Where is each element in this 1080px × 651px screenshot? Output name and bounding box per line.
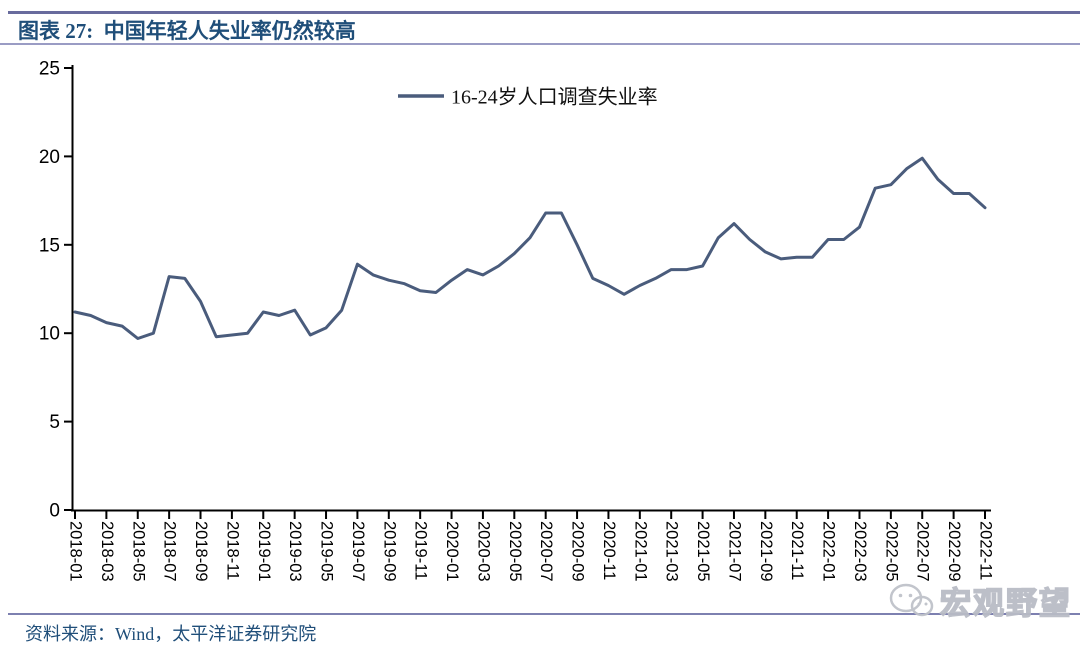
x-tick-label: 2019-01 bbox=[255, 521, 273, 582]
y-tick-label: 25 bbox=[39, 59, 60, 80]
legend: 16-24岁人口调查失业率 bbox=[398, 86, 658, 109]
x-tick-label: 2019-03 bbox=[286, 521, 304, 582]
x-tick-label: 2022-07 bbox=[914, 521, 932, 582]
x-tick-label: 2021-01 bbox=[631, 521, 649, 582]
x-tick-label: 2018-03 bbox=[98, 521, 116, 582]
top-divider bbox=[8, 11, 1080, 14]
x-tick-label: 2020-09 bbox=[569, 521, 587, 582]
x-axis: 2018-01 2018-03 2018-05 2018-07 2018-09 2018-… bbox=[67, 509, 995, 582]
x-tick-label: 2022-09 bbox=[945, 521, 963, 582]
watermark: 宏观野望 bbox=[888, 578, 1072, 623]
x-tick-label: 2020-07 bbox=[537, 521, 555, 582]
y-axis: 0 5 10 15 20 25 bbox=[39, 59, 74, 522]
x-tick-label: 2018-09 bbox=[192, 521, 210, 582]
x-tick-label: 2018-11 bbox=[223, 521, 241, 580]
x-tick-label: 2019-09 bbox=[380, 521, 398, 582]
x-tick-label: 2020-11 bbox=[600, 521, 618, 580]
x-tick-label: 2022-01 bbox=[820, 521, 838, 582]
x-tick-label: 2019-05 bbox=[318, 521, 336, 582]
title-divider bbox=[0, 43, 1080, 45]
footer-divider bbox=[8, 613, 1080, 615]
y-tick-label: 15 bbox=[39, 235, 60, 256]
watermark-text: 宏观野望 bbox=[939, 585, 1072, 622]
x-tick-label: 2019-11 bbox=[412, 521, 430, 580]
y-tick-label: 20 bbox=[39, 147, 60, 168]
x-tick-label: 2022-03 bbox=[851, 521, 869, 582]
x-tick-label: 2021-05 bbox=[694, 521, 712, 582]
x-tick-label: 2021-09 bbox=[757, 521, 775, 582]
unemployment-rate-line bbox=[73, 156, 987, 340]
x-tick-label: 2022-11 bbox=[977, 521, 995, 580]
x-tick-label: 2020-03 bbox=[474, 521, 492, 582]
y-tick-label: 5 bbox=[49, 412, 60, 433]
x-tick-label: 2018-05 bbox=[129, 521, 147, 582]
x-tick-label: 2021-03 bbox=[663, 521, 681, 582]
x-tick-label: 2018-01 bbox=[67, 521, 85, 582]
source-note: 资料来源：Wind，太平洋证券研究院 bbox=[25, 624, 317, 644]
x-tick-label: 2020-05 bbox=[506, 521, 524, 582]
x-tick-label: 2020-01 bbox=[443, 521, 461, 582]
x-tick-label: 2021-07 bbox=[725, 521, 743, 582]
y-tick-label: 0 bbox=[49, 501, 60, 522]
wechat-icon bbox=[889, 583, 934, 616]
x-tick-label: 2021-11 bbox=[788, 521, 806, 580]
x-tick-label: 2018-07 bbox=[161, 521, 179, 582]
x-tick-label: 2019-07 bbox=[349, 521, 367, 582]
y-tick-label: 10 bbox=[39, 324, 60, 345]
x-tick-label: 2022-05 bbox=[882, 521, 900, 582]
legend-label: 16-24岁人口调查失业率 bbox=[451, 86, 658, 109]
figure-title: 图表 27: 中国年轻人失业率仍然较高 bbox=[18, 19, 356, 43]
